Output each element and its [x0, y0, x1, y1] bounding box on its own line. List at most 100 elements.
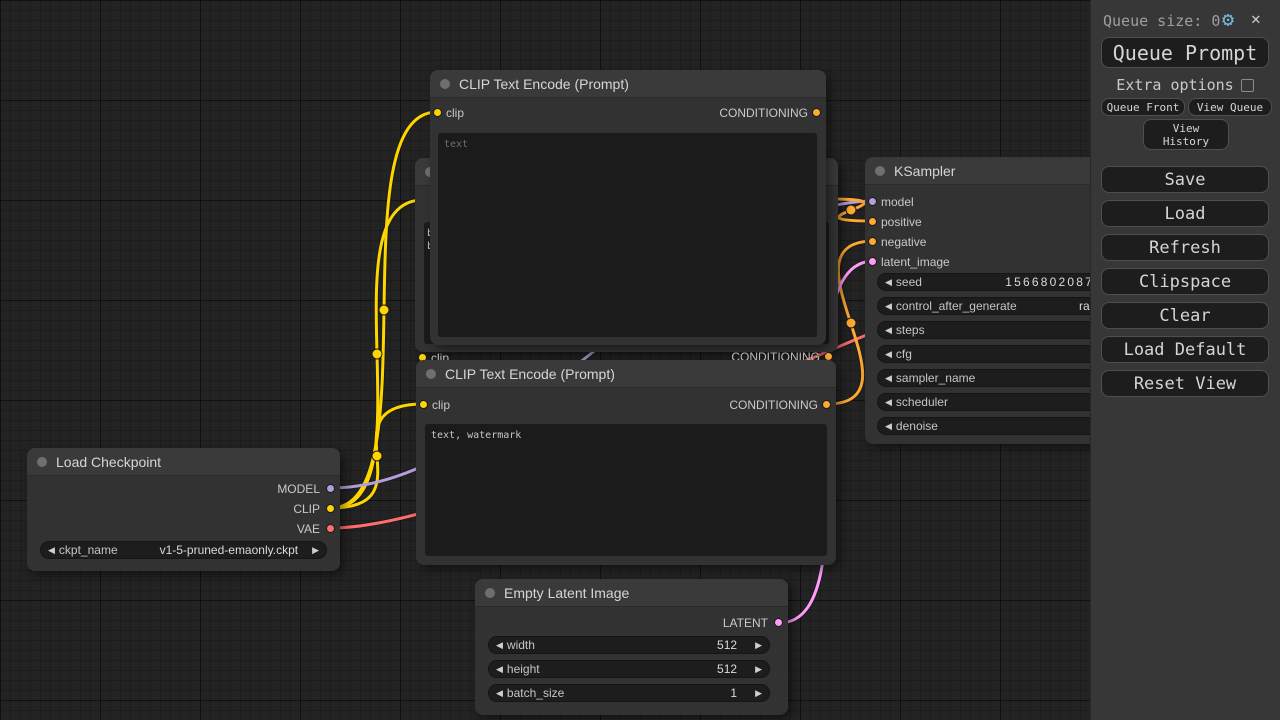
- widget-label: control_after_generate: [895, 299, 1017, 313]
- clip-output-port[interactable]: [326, 504, 335, 513]
- widget-value: 512: [717, 662, 738, 676]
- decrement-arrow-icon[interactable]: ◀: [885, 325, 892, 335]
- increment-arrow-icon[interactable]: ▶: [755, 664, 762, 674]
- node-title-bar[interactable]: Load Checkpoint: [27, 448, 340, 476]
- widget-value: 512: [717, 638, 738, 652]
- link-midpoint-dot: [371, 348, 383, 360]
- link-midpoint-dot: [371, 450, 383, 462]
- view-history-button[interactable]: View History: [1143, 119, 1229, 150]
- queue-prompt-button[interactable]: Queue Prompt: [1101, 37, 1269, 68]
- latent-output-port[interactable]: [774, 618, 783, 627]
- widget-value: 1: [730, 686, 738, 700]
- widget-label: cfg: [895, 347, 912, 361]
- latent-output-label: LATENT: [722, 616, 768, 630]
- width-widget[interactable]: ◀ width 512 ▶: [488, 636, 770, 654]
- link-midpoint-dot: [845, 317, 857, 329]
- node-title: KSampler: [894, 162, 956, 179]
- latent-image-input-port[interactable]: [868, 257, 877, 266]
- save-button[interactable]: Save: [1101, 166, 1269, 193]
- clip-output-label: CLIP: [293, 502, 320, 516]
- prompt-textarea[interactable]: text, watermark: [425, 424, 827, 556]
- negative-input-label: negative: [881, 235, 927, 249]
- close-icon[interactable]: ✕: [1251, 9, 1261, 28]
- node-clip-text-encode-bottom[interactable]: CLIP Text Encode (Prompt) clip CONDITION…: [416, 360, 836, 565]
- clip-input-port[interactable]: [419, 400, 428, 409]
- widget-value: v1-5-pruned-emaonly.ckpt: [159, 543, 299, 557]
- node-clip-text-encode-top[interactable]: CLIP Text Encode (Prompt) clip CONDITION…: [430, 70, 826, 345]
- positive-input-label: positive: [881, 215, 922, 229]
- conditioning-output-label: CONDITIONING: [729, 398, 818, 412]
- link-midpoint-dot: [845, 204, 857, 216]
- widget-label: steps: [895, 323, 925, 337]
- link-clip-to-hidden-encode: [329, 198, 425, 510]
- collapse-dot[interactable]: [37, 456, 47, 467]
- model-input-port[interactable]: [868, 197, 877, 206]
- conditioning-output-port[interactable]: [812, 108, 821, 117]
- widget-label: seed: [895, 275, 922, 289]
- increment-arrow-icon[interactable]: ▶: [755, 688, 762, 698]
- clipspace-button[interactable]: Clipspace: [1101, 268, 1269, 295]
- conditioning-output-port[interactable]: [822, 400, 831, 409]
- ckpt-name-widget[interactable]: ◀ ckpt_name v1-5-pruned-emaonly.ckpt ▶: [40, 541, 327, 559]
- positive-input-port[interactable]: [868, 217, 877, 226]
- widget-label: sampler_name: [895, 371, 976, 385]
- negative-input-port[interactable]: [868, 237, 877, 246]
- model-input-label: model: [881, 195, 914, 209]
- node-title-bar[interactable]: CLIP Text Encode (Prompt): [416, 360, 836, 388]
- decrement-arrow-icon[interactable]: ◀: [496, 640, 503, 650]
- widget-label: width: [506, 638, 535, 652]
- batch-size-widget[interactable]: ◀ batch_size 1 ▶: [488, 684, 770, 702]
- clear-button[interactable]: Clear: [1101, 302, 1269, 329]
- node-title: CLIP Text Encode (Prompt): [445, 365, 615, 382]
- link-clip-to-bottom-encode: [329, 402, 425, 510]
- height-widget[interactable]: ◀ height 512 ▶: [488, 660, 770, 678]
- node-title-bar[interactable]: CLIP Text Encode (Prompt): [430, 70, 826, 98]
- collapse-dot[interactable]: [440, 78, 450, 89]
- load-button[interactable]: Load: [1101, 200, 1269, 227]
- extra-options-label: Extra options: [1116, 76, 1234, 94]
- queue-size-label: Queue size: 0: [1103, 12, 1221, 30]
- link-midpoint-dot: [378, 304, 390, 316]
- extra-options-checkbox[interactable]: [1240, 78, 1254, 92]
- decrement-arrow-icon[interactable]: ◀: [496, 688, 503, 698]
- decrement-arrow-icon[interactable]: ◀: [885, 349, 892, 359]
- decrement-arrow-icon[interactable]: ◀: [885, 421, 892, 431]
- decrement-arrow-icon[interactable]: ◀: [885, 301, 892, 311]
- comfy-menu-panel: Queue size: 0 ⚙ ✕ Queue Prompt Extra opt…: [1090, 0, 1280, 720]
- reset-view-button[interactable]: Reset View: [1101, 370, 1269, 397]
- clip-input-port[interactable]: [433, 108, 442, 117]
- load-default-button[interactable]: Load Default: [1101, 336, 1269, 363]
- widget-label: batch_size: [506, 686, 565, 700]
- clip-input-label: clip: [432, 398, 451, 412]
- decrement-arrow-icon[interactable]: ◀: [496, 664, 503, 674]
- node-empty-latent-image[interactable]: Empty Latent Image LATENT ◀ width 512 ▶ …: [475, 579, 788, 715]
- clip-input-label: clip: [446, 106, 465, 120]
- node-title: Load Checkpoint: [56, 453, 162, 470]
- decrement-arrow-icon[interactable]: ◀: [885, 397, 892, 407]
- increment-arrow-icon[interactable]: ▶: [755, 640, 762, 650]
- conditioning-output-label: CONDITIONING: [719, 106, 808, 120]
- decrement-arrow-icon[interactable]: ◀: [885, 277, 892, 287]
- node-load-checkpoint[interactable]: Load Checkpoint MODEL CLIP VAE ◀ ckpt_na…: [27, 448, 340, 571]
- widget-label: ckpt_name: [58, 543, 118, 557]
- node-title: Empty Latent Image: [504, 584, 630, 601]
- decrement-arrow-icon[interactable]: ◀: [48, 545, 55, 555]
- prompt-textarea[interactable]: text: [438, 133, 817, 337]
- model-output-port[interactable]: [326, 484, 335, 493]
- latent-image-input-label: latent_image: [881, 255, 950, 269]
- node-title-bar[interactable]: Empty Latent Image: [475, 579, 788, 607]
- increment-arrow-icon[interactable]: ▶: [312, 545, 319, 555]
- collapse-dot[interactable]: [875, 165, 885, 176]
- decrement-arrow-icon[interactable]: ◀: [885, 373, 892, 383]
- collapse-dot[interactable]: [485, 587, 495, 598]
- collapse-dot[interactable]: [426, 368, 436, 379]
- vae-output-port[interactable]: [326, 524, 335, 533]
- view-history-line2: History: [1162, 134, 1210, 148]
- view-queue-button[interactable]: View Queue: [1188, 98, 1272, 116]
- widget-label: scheduler: [895, 395, 948, 409]
- queue-front-button[interactable]: Queue Front: [1101, 98, 1185, 116]
- refresh-button[interactable]: Refresh: [1101, 234, 1269, 261]
- model-output-label: MODEL: [277, 482, 320, 496]
- settings-gear-icon[interactable]: ⚙: [1222, 7, 1235, 31]
